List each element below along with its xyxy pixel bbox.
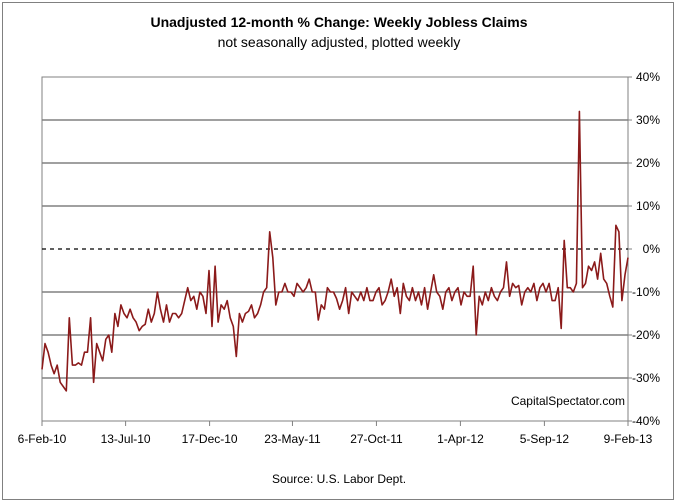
x-tick-label: 23-May-11 [264,432,321,446]
series-line-jobless-claims-change [41,110,629,392]
y-tick-label: 20% [636,156,660,170]
x-tick-label: 1-Apr-12 [437,432,484,446]
chart-subtitle: not seasonally adjusted, plotted weekly [217,34,461,50]
y-tick-label: -30% [632,371,660,385]
gridlines [42,119,628,379]
chart-frame [2,2,674,500]
watermark: CapitalSpectator.com [511,394,625,408]
y-tick-label: -40% [632,414,660,428]
y-tick-label: -10% [632,285,660,299]
y-tick-label: 0% [643,242,661,256]
y-tick-label: 30% [636,113,660,127]
y-tick-label: -20% [632,328,660,342]
x-tick-label: 17-Dec-10 [182,432,238,446]
chart-source: Source: U.S. Labor Dept. [271,472,407,486]
y-tick-label: 40% [636,70,660,84]
x-tick-label: 13-Jul-10 [101,432,151,446]
x-tick-label: 6-Feb-10 [18,432,67,446]
x-tick-label: 5-Sep-12 [520,432,570,446]
x-tick-label: 27-Oct-11 [350,432,403,446]
x-axis-ticks: 6-Feb-10 13-Jul-10 17-Dec-10 23-May-11 27-Oc… [18,421,653,446]
x-tick-label: 9-Feb-13 [604,432,653,446]
y-axis-ticks: 40% 30% 20% 10% 0% -10% -20% -30% -40% [628,70,660,428]
y-tick-label: 10% [636,199,660,213]
chart-title: Unadjusted 12-month % Change: Weekly Job… [150,14,528,30]
